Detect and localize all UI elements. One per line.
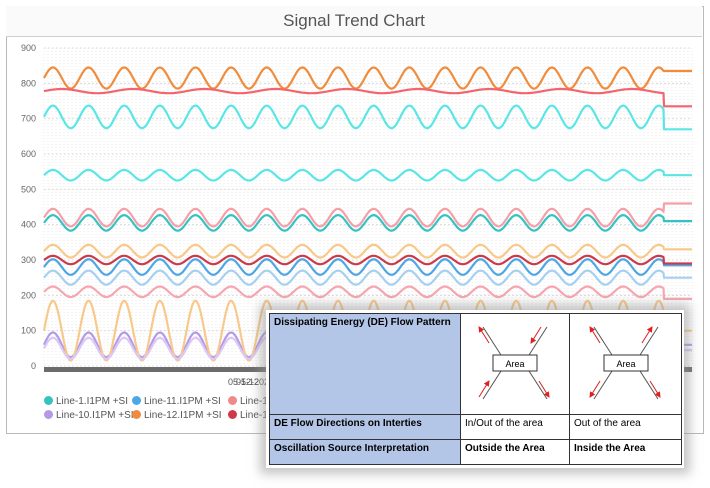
in-out-diagram: Area	[478, 326, 550, 400]
y-tick-label: 100	[21, 326, 36, 336]
legend-label: Line-12.I1PM +SI	[144, 410, 222, 421]
legend-dot	[228, 410, 237, 419]
y-tick-label: 400	[21, 220, 36, 230]
series-line	[43, 202, 692, 228]
series-line	[43, 87, 692, 108]
out-diagram: Area	[588, 326, 661, 400]
source-interpretation-header: Oscillation Source Interpretation	[269, 438, 461, 466]
legend-dot	[228, 396, 237, 405]
area-label: Area	[505, 359, 524, 369]
legend-item[interactable]: Line-1	[228, 410, 268, 421]
area-label: Area	[616, 359, 635, 369]
series-line	[43, 269, 692, 286]
legend-label: Line-1	[240, 396, 268, 407]
series-line	[43, 104, 692, 131]
legend-label: Line-11.I1PM +SI	[144, 396, 221, 407]
legend-label: Line-1.I1PM +SI	[56, 396, 128, 407]
legend-item[interactable]: Line-10.I1PM +SI	[44, 410, 134, 421]
legend-dot	[44, 396, 53, 405]
series-line	[43, 168, 692, 182]
legend-dot	[132, 396, 141, 405]
de-pattern-header: Dissipating Energy (DE) Flow Pattern	[269, 313, 461, 415]
legend-label: Line-10.I1PM +SI	[56, 410, 134, 421]
y-tick-label: 0	[31, 361, 36, 371]
series-line	[43, 254, 692, 266]
pattern-out-cell: Area	[569, 313, 682, 415]
pattern-in-out-cell: Area	[460, 313, 570, 415]
legend-item[interactable]: Line-1.I1PM +SI	[44, 396, 128, 407]
series-line	[43, 258, 692, 276]
flow-direction-header: DE Flow Directions on Interties	[269, 414, 461, 440]
y-tick-label: 800	[21, 78, 36, 88]
legend-item[interactable]: Line-11.I1PM +SI	[132, 396, 221, 407]
legend-item[interactable]: Line-1	[228, 396, 268, 407]
source-outside: Outside the Area	[460, 438, 570, 466]
y-tick-label: 300	[21, 255, 36, 265]
source-inside: Inside the Area	[569, 438, 682, 466]
legend-dot	[44, 410, 53, 419]
series-line	[43, 285, 692, 300]
y-tick-label: 200	[21, 290, 36, 300]
y-tick-label: 500	[21, 184, 36, 194]
series-line	[43, 243, 692, 259]
de-flow-table: Dissipating Energy (DE) Flow Pattern Are…	[269, 313, 682, 466]
chart-title: Signal Trend Chart	[6, 6, 702, 37]
legend-dot	[132, 410, 141, 419]
flow-direction-out: Out of the area	[569, 414, 682, 440]
x-tick-label: 05-12	[236, 377, 259, 387]
y-tick-label: 700	[21, 114, 36, 124]
flow-direction-in-out: In/Out of the area	[460, 414, 570, 440]
y-tick-label: 600	[21, 149, 36, 159]
legend-label: Line-1	[240, 410, 268, 421]
series-line	[43, 214, 692, 232]
legend-item[interactable]: Line-12.I1PM +SI	[132, 410, 222, 421]
y-tick-label: 900	[21, 43, 36, 53]
